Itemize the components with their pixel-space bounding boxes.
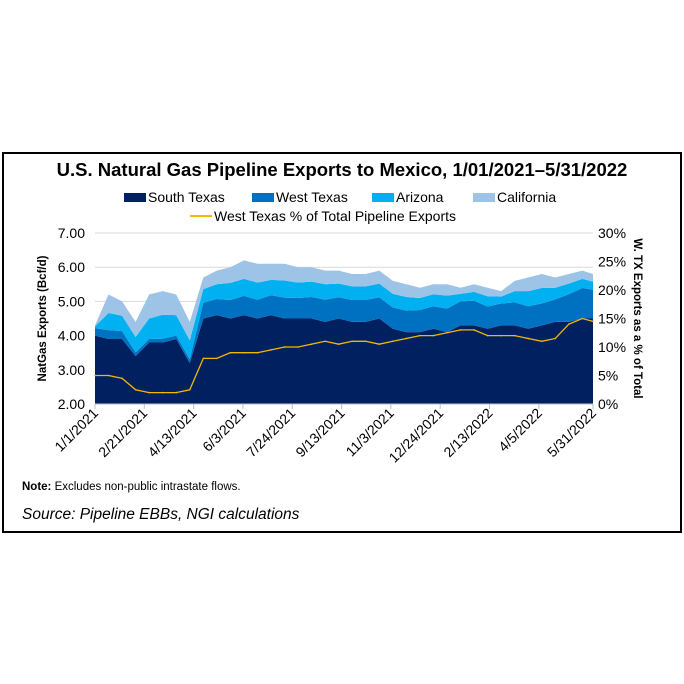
chart-frame [2, 152, 682, 533]
legend-label: South Texas [148, 189, 225, 205]
line-point [161, 391, 164, 394]
line-point [351, 340, 354, 343]
x-tick-label: 4/5/2022 [495, 405, 545, 455]
line-point [283, 346, 286, 348]
source: Source: Pipeline EBBs, NGI calculations [22, 506, 300, 523]
x-tick-label: 1/1/2021 [51, 405, 101, 455]
line-point [581, 317, 584, 320]
area-south-texas [95, 315, 593, 404]
line-point [459, 329, 462, 331]
note-text: Excludes non-public intrastate flows. [51, 481, 241, 493]
line-point [202, 357, 205, 360]
legend-label: West Texas [276, 189, 348, 205]
legend-label: California [497, 189, 557, 205]
x-tick-label: 5/31/2022 [544, 405, 600, 461]
line-point [297, 346, 299, 348]
line-point [121, 377, 123, 380]
x-tick-label: 2/21/2021 [95, 405, 151, 461]
line-west-texas-pct [95, 317, 594, 394]
x-tick-label: 9/13/2021 [292, 405, 348, 461]
y-tick-label: 6.00 [58, 259, 85, 275]
legend-swatch [252, 192, 274, 202]
line-point [486, 334, 489, 337]
legend-label: Arizona [396, 189, 444, 205]
line-point [540, 340, 543, 343]
line-point [216, 357, 218, 360]
legend-california: California [473, 189, 556, 205]
line-point [392, 340, 394, 343]
y2-tick-label: 5% [598, 368, 618, 384]
x-tick-label: 4/13/2021 [144, 405, 200, 461]
line-point [243, 351, 245, 354]
legend-west-texas: West Texas [252, 189, 348, 205]
note: Note: Excludes non-public intrastate flo… [22, 481, 241, 493]
line-point [256, 351, 259, 354]
y-tick-label: 2.00 [58, 396, 85, 412]
y-tick-label: 4.00 [58, 328, 85, 344]
y-tick-label: 7.00 [58, 225, 85, 241]
line-point [107, 374, 110, 377]
line-point [592, 320, 594, 323]
line-point [270, 349, 272, 351]
line-point [473, 329, 475, 331]
y2-tick-label: 15% [598, 311, 626, 327]
x-tick-label: 2/13/2022 [440, 405, 496, 461]
legend-south-texas: South Texas [124, 189, 225, 205]
line-point [134, 388, 137, 391]
line-point [554, 337, 557, 340]
legend-swatch [473, 192, 495, 202]
line-point [500, 334, 502, 337]
line-point [527, 337, 530, 340]
legend-label: West Texas % of Total Pipeline Exports [214, 208, 457, 224]
line-point [337, 343, 340, 345]
line-point [446, 331, 448, 334]
line-point [94, 374, 96, 377]
line-point [568, 323, 570, 326]
line-point [229, 351, 232, 354]
area-west-texas [95, 288, 593, 363]
line-point [419, 334, 421, 337]
y2-tick-label: 25% [598, 254, 626, 270]
area-arizona [95, 278, 593, 360]
line-point [378, 343, 381, 345]
line-point [513, 334, 516, 337]
line-point [405, 337, 408, 340]
note-label: Note: [22, 481, 52, 493]
line-point [188, 388, 191, 391]
y2-axis-title: W. TX Exports as a % of Total [631, 238, 643, 398]
line-point [310, 343, 313, 345]
line-point [324, 340, 326, 343]
legend-swatch [124, 192, 146, 202]
x-tick-label: 6/3/2021 [199, 405, 249, 455]
line-point [148, 391, 150, 394]
legend-line [190, 215, 212, 217]
chart-title: U.S. Natural Gas Pipeline Exports to Mex… [56, 159, 628, 180]
x-tick-label: 7/24/2021 [243, 405, 299, 461]
y-axis-title: NatGas Exports (Bcf/d) [37, 255, 49, 381]
y2-tick-label: 20% [598, 282, 626, 298]
y2-tick-label: 30% [598, 225, 626, 241]
legend-arizona: Arizona [372, 189, 443, 205]
y2-tick-label: 0% [598, 396, 618, 412]
y-tick-label: 3.00 [58, 362, 85, 378]
y-tick-label: 5.00 [58, 293, 85, 309]
area-california [95, 260, 593, 341]
line-point [175, 391, 178, 394]
line-point [364, 340, 367, 343]
y2-tick-label: 10% [598, 339, 626, 355]
legend-swatch [372, 192, 394, 202]
legend-west-texas-pct: West Texas % of Total Pipeline Exports [190, 208, 456, 224]
line-point [432, 334, 435, 337]
